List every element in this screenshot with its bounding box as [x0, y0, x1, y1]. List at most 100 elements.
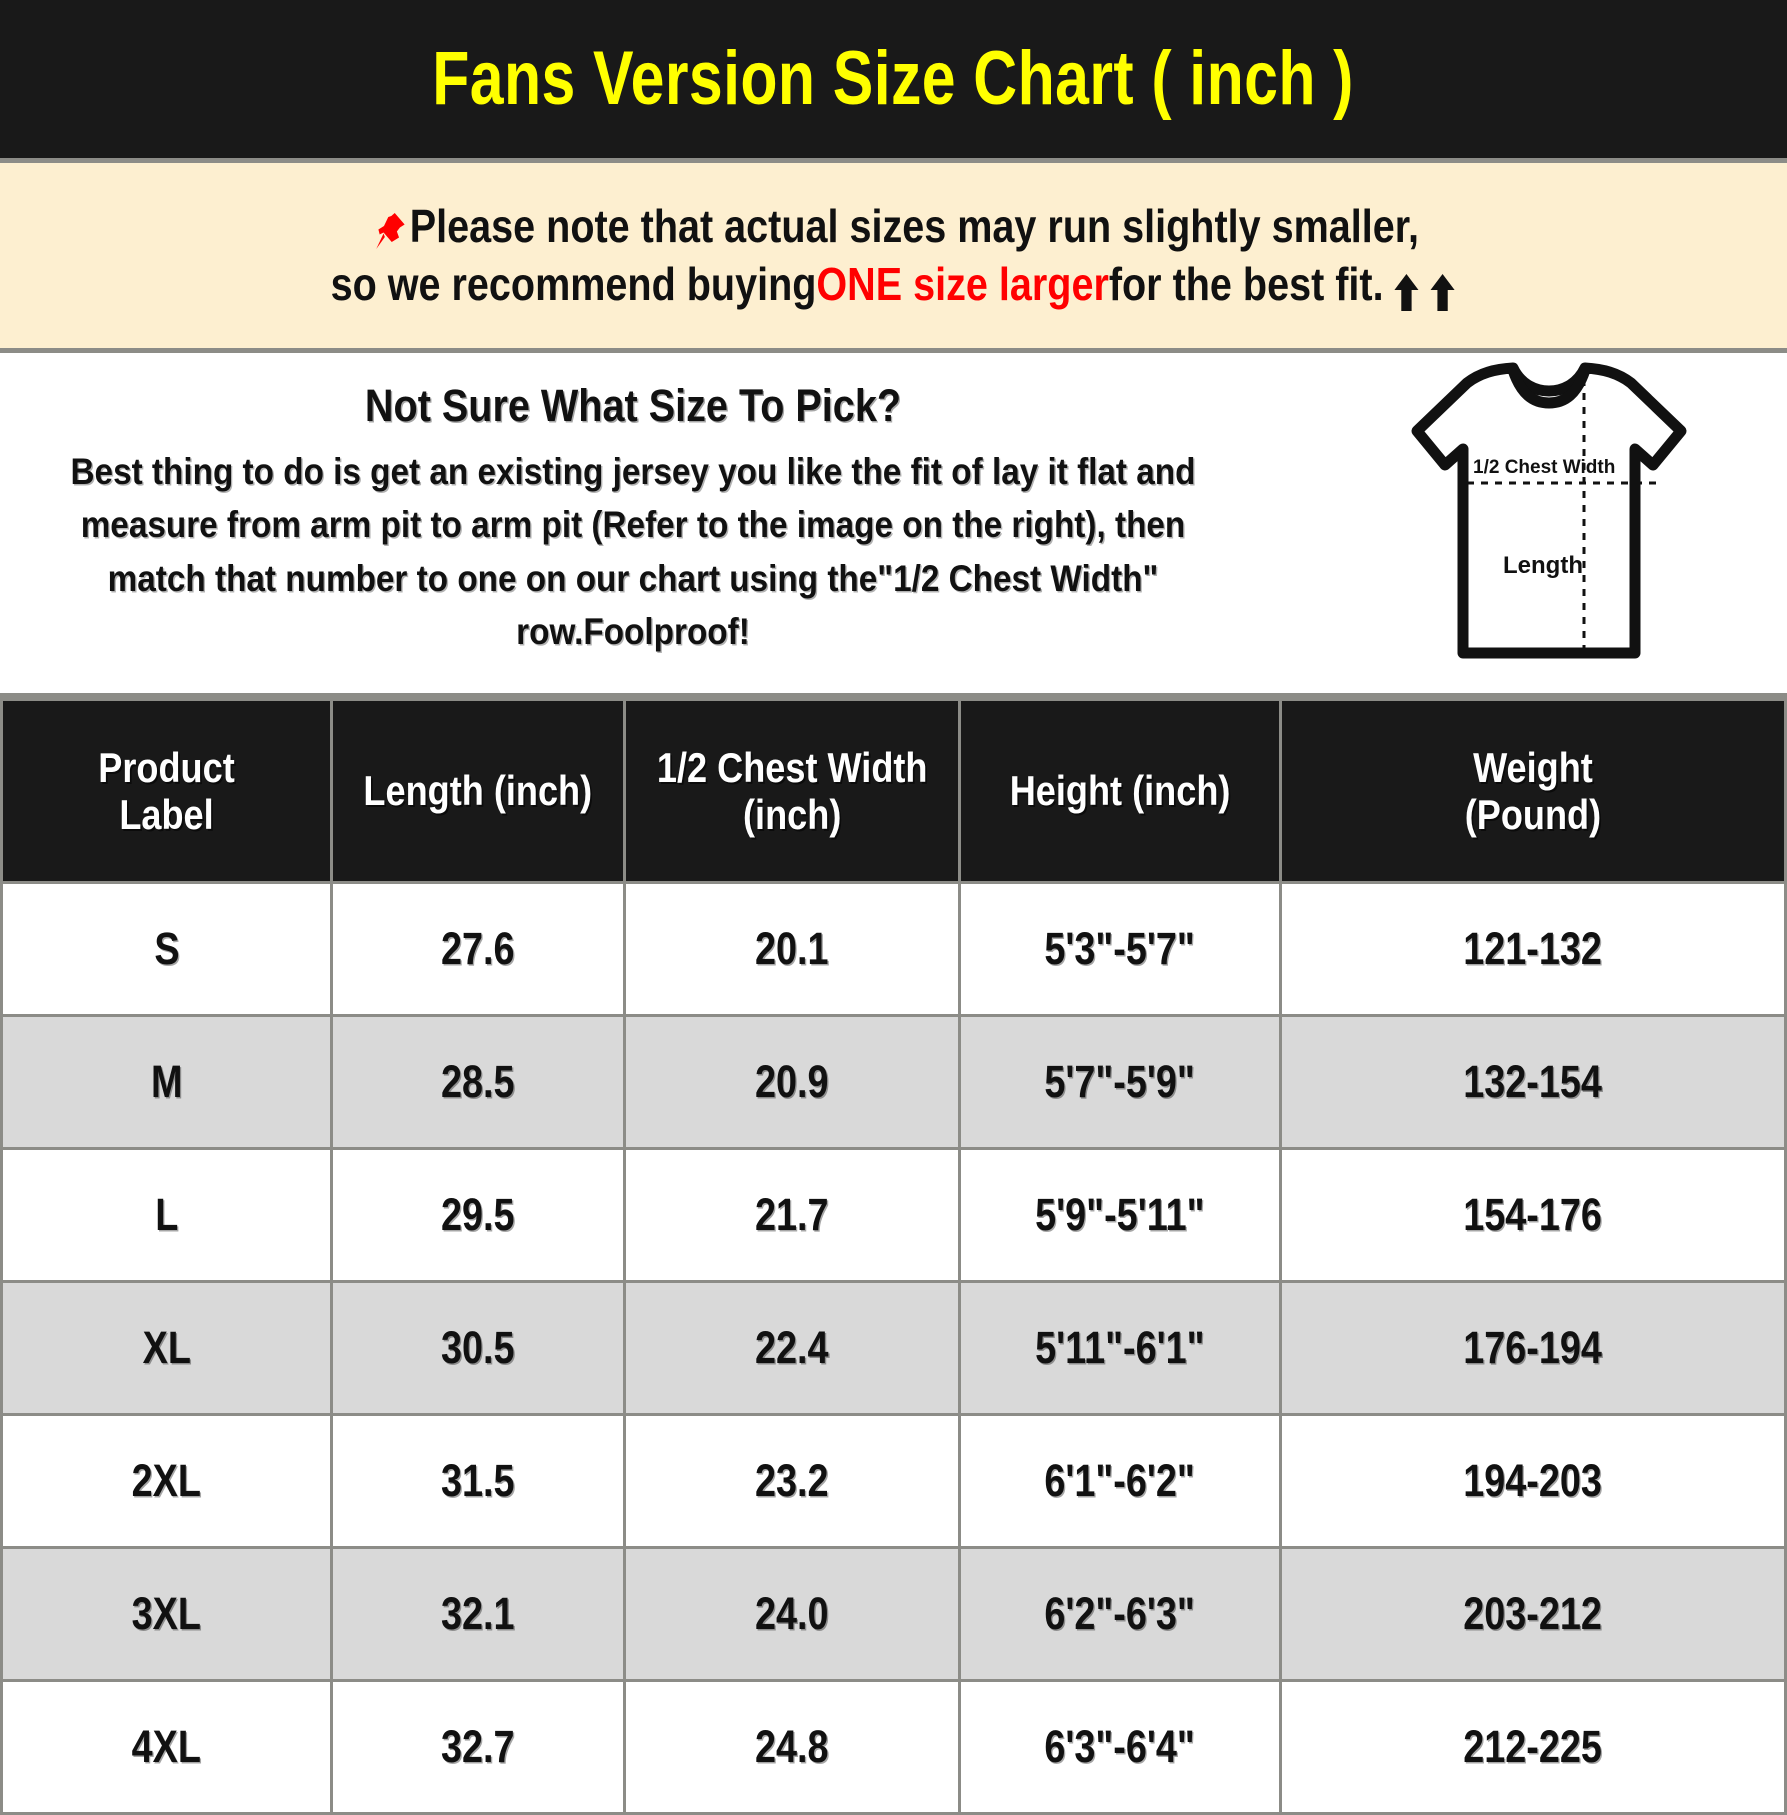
cell-half-chest: 24.8	[622, 1679, 961, 1815]
header-line: Weight	[1473, 743, 1593, 791]
note-line-2-prefix: so we recommend buying	[330, 257, 817, 310]
cell-text: 121-132	[1463, 923, 1603, 974]
cell-size: L	[0, 1147, 334, 1283]
cell-length: 29.5	[330, 1147, 626, 1283]
table-row: XL 30.5 22.4 5'11"-6'1" 176-194	[0, 1280, 1787, 1416]
table-row: M 28.5 20.9 5'7"-5'9" 132-154	[0, 1014, 1787, 1150]
size-chart-table: Product Label Length (inch) 1/2 Chest Wi…	[0, 698, 1787, 1815]
cell-half-chest: 24.0	[622, 1546, 961, 1682]
cell-length: 28.5	[330, 1014, 626, 1150]
cell-length: 32.7	[330, 1679, 626, 1815]
column-header-half-chest-width: 1/2 Chest Width (inch)	[622, 698, 961, 884]
column-header-weight: Weight (Pound)	[1279, 698, 1787, 884]
arrow-up-icon	[1394, 268, 1420, 312]
cell-height: 5'11"-6'1"	[957, 1280, 1283, 1416]
chart-title-bar: Fans Version Size Chart ( inch )	[0, 0, 1787, 163]
cell-weight: 176-194	[1279, 1280, 1787, 1416]
cell-text: 20.9	[754, 1056, 829, 1107]
cell-weight: 203-212	[1279, 1546, 1787, 1682]
cell-text: 212-225	[1463, 1721, 1603, 1772]
cell-text: 32.1	[441, 1588, 515, 1639]
cell-size: M	[0, 1014, 334, 1150]
cell-text: 6'1"-6'2"	[1044, 1455, 1196, 1506]
cell-weight: 154-176	[1279, 1147, 1787, 1283]
help-text-block: Not Sure What Size To Pick? Best thing t…	[0, 353, 1268, 659]
cell-height: 6'2"-6'3"	[957, 1546, 1283, 1682]
cell-text: 30.5	[441, 1322, 515, 1373]
cell-height: 5'7"-5'9"	[957, 1014, 1283, 1150]
cell-text: 6'3"-6'4"	[1044, 1721, 1196, 1772]
header-line: 1/2 Chest Width	[656, 743, 928, 791]
header-line: (inch)	[742, 791, 841, 838]
cell-half-chest: 20.9	[622, 1014, 961, 1150]
help-body-line-2: measure from arm pit to arm pit (Refer t…	[80, 504, 1186, 546]
cell-text: 154-176	[1463, 1189, 1603, 1240]
cell-text: 4XL	[131, 1721, 202, 1772]
arrow-up-icon-2	[1430, 268, 1456, 312]
cell-half-chest: 23.2	[622, 1413, 961, 1549]
measurement-help-section: Not Sure What Size To Pick? Best thing t…	[0, 353, 1787, 698]
length-label: Length	[1503, 552, 1583, 579]
cell-text: 20.1	[754, 923, 829, 974]
cell-size: 3XL	[0, 1546, 334, 1682]
cell-length: 31.5	[330, 1413, 626, 1549]
cell-text: 24.0	[754, 1588, 829, 1639]
header-line: Product	[98, 743, 235, 791]
table-row: 3XL 32.1 24.0 6'2"-6'3" 203-212	[0, 1546, 1787, 1682]
cell-weight: 212-225	[1279, 1679, 1787, 1815]
cell-text: 2XL	[131, 1455, 202, 1506]
page-title: Fans Version Size Chart ( inch )	[432, 36, 1355, 121]
cell-text: M	[150, 1056, 183, 1107]
cell-height: 5'9"-5'11"	[957, 1147, 1283, 1283]
cell-height: 5'3"-5'7"	[957, 881, 1283, 1017]
cell-height: 6'1"-6'2"	[957, 1413, 1283, 1549]
cell-text: 203-212	[1463, 1588, 1603, 1639]
column-header-length: Length (inch)	[330, 698, 626, 884]
cell-length: 30.5	[330, 1280, 626, 1416]
tshirt-diagram-icon: 1/2 Chest Width Length	[1411, 362, 1687, 659]
cell-text: 176-194	[1463, 1322, 1603, 1373]
note-line-2: so we recommend buying ONE size larger f…	[331, 256, 1456, 314]
cell-text: 31.5	[441, 1455, 515, 1506]
cell-text: 6'2"-6'3"	[1044, 1588, 1196, 1639]
header-line: (Pound)	[1464, 791, 1602, 838]
cell-half-chest: 21.7	[622, 1147, 961, 1283]
cell-text: 5'11"-6'1"	[1035, 1322, 1205, 1373]
header-line: Height (inch)	[1009, 767, 1231, 815]
cell-size: 4XL	[0, 1679, 334, 1815]
note-line-1: Please note that actual sizes may run sl…	[368, 198, 1419, 256]
cell-weight: 121-132	[1279, 881, 1787, 1017]
chest-width-label: 1/2 Chest Width	[1473, 457, 1615, 478]
cell-text: 132-154	[1463, 1056, 1603, 1107]
cell-text: 27.6	[441, 923, 515, 974]
column-header-product-label: Product Label	[0, 698, 334, 884]
cell-half-chest: 22.4	[622, 1280, 961, 1416]
tshirt-diagram-wrap: 1/2 Chest Width Length	[1268, 353, 1787, 661]
help-body-line-3: match that number to one on our chart us…	[107, 557, 1159, 599]
cell-text: L	[154, 1189, 179, 1240]
pushpin-icon	[368, 209, 408, 255]
cell-text: 24.8	[754, 1721, 829, 1772]
cell-weight: 132-154	[1279, 1014, 1787, 1150]
table-row: 2XL 31.5 23.2 6'1"-6'2" 194-203	[0, 1413, 1787, 1549]
cell-size: XL	[0, 1280, 334, 1416]
table-row: S 27.6 20.1 5'3"-5'7" 121-132	[0, 881, 1787, 1017]
cell-text: 23.2	[754, 1455, 829, 1506]
help-body-line-4: row.Foolproof!	[516, 611, 750, 653]
help-body-line-1: Best thing to do is get an existing jers…	[70, 450, 1196, 492]
cell-text: 194-203	[1463, 1455, 1603, 1506]
cell-length: 27.6	[330, 881, 626, 1017]
cell-weight: 194-203	[1279, 1413, 1787, 1549]
table-body: S 27.6 20.1 5'3"-5'7" 121-132 M 28.5 20.9 5'7"-5…	[0, 881, 1787, 1815]
cell-text: 5'3"-5'7"	[1044, 923, 1196, 974]
table-row: 4XL 32.7 24.8 6'3"-6'4" 212-225	[0, 1679, 1787, 1815]
note-highlight-text: ONE size larger	[816, 257, 1110, 310]
cell-text: 3XL	[131, 1588, 202, 1639]
size-note-banner: Please note that actual sizes may run sl…	[0, 163, 1787, 353]
cell-text: 32.7	[441, 1721, 515, 1772]
cell-text: 29.5	[441, 1189, 515, 1240]
cell-text: S	[153, 923, 180, 974]
cell-text: 28.5	[441, 1056, 515, 1107]
note-line-2-suffix: for the best fit.	[1109, 257, 1384, 310]
